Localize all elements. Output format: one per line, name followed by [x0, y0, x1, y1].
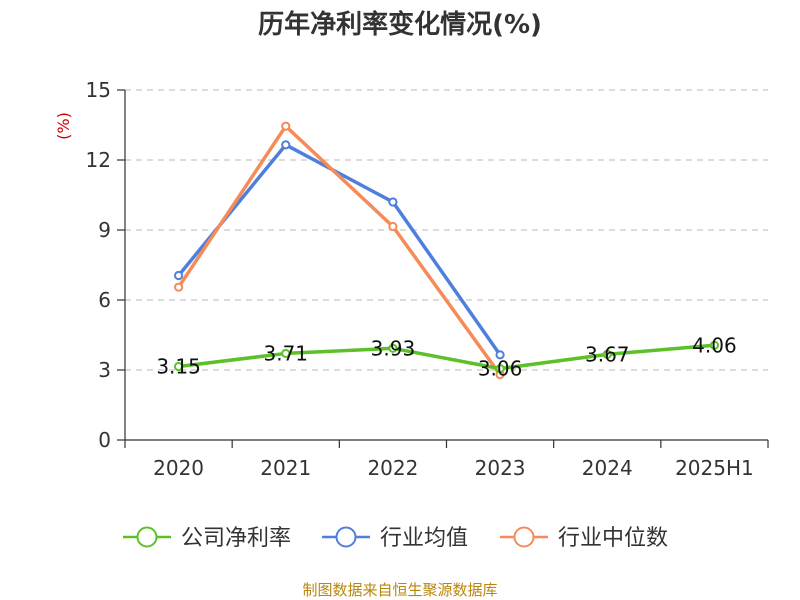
x-tick-label: 2020 — [153, 456, 204, 480]
legend-swatch-marker — [513, 526, 535, 548]
y-axis-unit-label: (%) — [54, 112, 73, 140]
data-point — [495, 364, 505, 374]
data-label: 3.06 — [478, 357, 523, 381]
legend-swatch-marker — [136, 526, 158, 548]
legend-label: 行业中位数 — [558, 526, 668, 551]
grid-lines — [125, 89, 768, 371]
x-tick-label: 2022 — [367, 456, 418, 480]
series-line — [177, 143, 502, 356]
chart-title: 历年净利率变化情况(%) — [258, 9, 542, 40]
data-label: 3.67 — [585, 342, 630, 366]
data-point — [709, 340, 720, 350]
series-line — [178, 343, 715, 371]
y-tick-label: 9 — [98, 218, 111, 242]
data-point — [281, 348, 291, 359]
axes: 0 3 6 9 12 15 2020 2021 2022 2023 2024 2025H1 — [86, 78, 769, 480]
source-note: 制图数据来自恒生聚源数据库 — [302, 581, 497, 599]
y-tick-label: 0 — [98, 428, 111, 452]
y-tick-label: 12 — [86, 148, 111, 172]
x-tick-label: 2024 — [582, 456, 633, 480]
data-point — [173, 361, 184, 372]
x-tick-label: 2021 — [260, 456, 311, 480]
data-label: 3.93 — [371, 336, 416, 360]
y-tick-label: 3 — [98, 358, 111, 382]
x-tick-label: 2023 — [475, 456, 526, 480]
legend-label: 公司净利率 — [181, 526, 291, 551]
y-tick-label: 6 — [98, 288, 111, 312]
data-point — [173, 270, 184, 281]
series-line — [177, 124, 502, 376]
data-point — [281, 140, 291, 150]
data-point — [602, 349, 612, 359]
data-point — [388, 221, 398, 232]
data-point — [388, 343, 398, 353]
data-point — [173, 282, 184, 292]
legend: 公司净利率 行业均值 行业中位数 — [123, 526, 668, 551]
legend-label: 行业均值 — [380, 526, 468, 551]
series-lines — [173, 121, 720, 380]
data-point — [388, 197, 398, 207]
data-labels: 3.15 3.71 3.93 3.06 3.67 4.06 — [156, 333, 736, 380]
y-tick-label: 15 — [86, 78, 111, 102]
data-label: 3.71 — [263, 341, 308, 365]
x-tick-label: 2025H1 — [675, 456, 754, 480]
data-label: 4.06 — [692, 333, 737, 357]
legend-swatch-marker — [335, 526, 357, 548]
data-point — [281, 121, 291, 131]
data-label: 3.15 — [156, 355, 201, 379]
data-point — [495, 350, 505, 360]
